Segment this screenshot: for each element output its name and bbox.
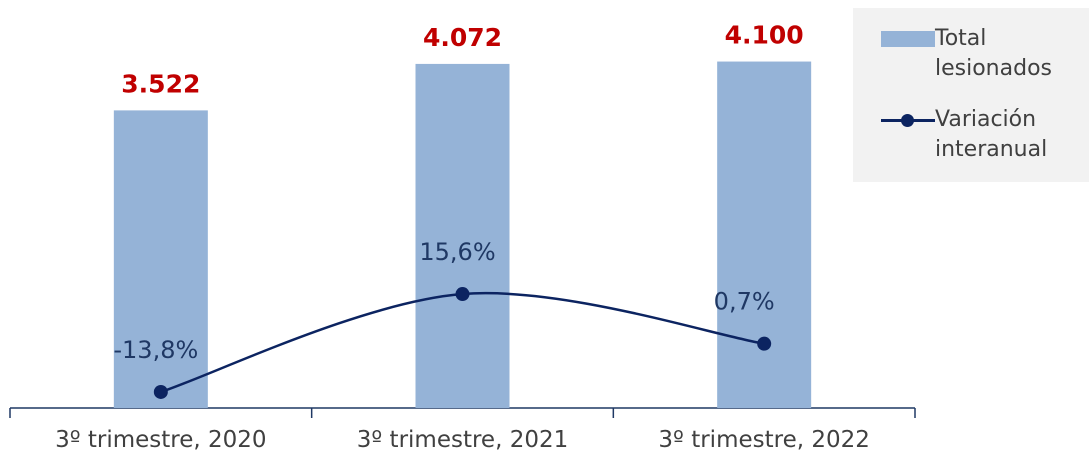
line-point — [757, 336, 772, 351]
bar — [113, 110, 208, 409]
legend-swatch-bar — [881, 31, 935, 47]
legend-label-line-1: Variación — [935, 107, 1037, 132]
bar — [415, 63, 510, 408]
line-point — [455, 287, 470, 302]
legend-label-line-2: interanual — [935, 137, 1048, 162]
bar-value-label: 4.100 — [725, 21, 804, 50]
line-value-label: 15,6% — [419, 238, 495, 266]
legend: Total lesionados Variación interanual — [853, 8, 1089, 182]
line-point — [153, 384, 168, 399]
bar-value-label: 4.072 — [423, 23, 502, 52]
legend-label-bar-2: lesionados — [935, 56, 1052, 81]
legend-swatch-line — [881, 105, 935, 135]
bar — [717, 61, 812, 409]
bar-value-label: 3.522 — [121, 69, 200, 98]
x-tick-label: 3º trimestre, 2021 — [357, 427, 568, 453]
legend-marker — [901, 114, 914, 127]
legend-label-bar-1: Total — [935, 26, 987, 51]
x-tick-label: 3º trimestre, 2020 — [55, 427, 266, 453]
x-tick-label: 3º trimestre, 2022 — [658, 427, 869, 453]
line-value-label: -13,8% — [113, 336, 198, 364]
line-value-label: 0,7% — [714, 288, 775, 316]
legend-item-bar[interactable]: Total lesionados — [881, 24, 1085, 84]
legend-item-line[interactable]: Variación interanual — [881, 105, 1085, 165]
